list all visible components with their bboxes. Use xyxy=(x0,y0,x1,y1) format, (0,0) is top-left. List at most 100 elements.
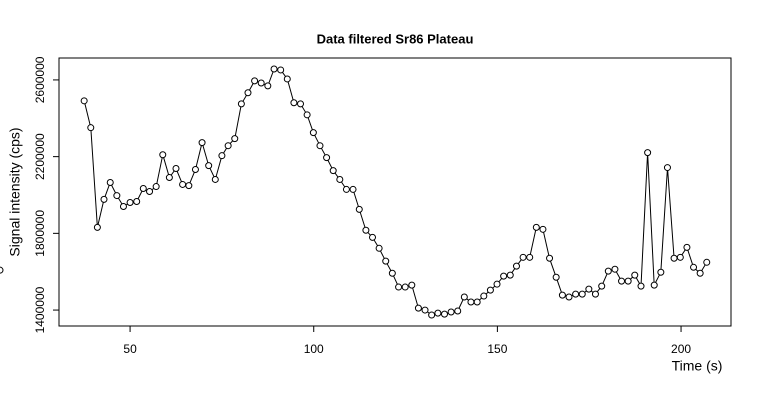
data-point xyxy=(572,290,580,298)
data-point xyxy=(644,149,652,157)
data-point xyxy=(211,175,219,183)
data-point xyxy=(172,165,180,173)
data-point xyxy=(382,257,390,265)
data-point xyxy=(329,167,337,175)
data-point xyxy=(93,223,101,231)
data-point xyxy=(224,142,232,150)
data-point xyxy=(500,272,508,280)
data-point xyxy=(519,253,527,261)
data-point xyxy=(532,223,540,231)
data-point xyxy=(152,183,160,191)
data-point xyxy=(342,185,350,193)
data-point xyxy=(663,164,671,172)
data-point xyxy=(395,283,403,291)
data-point xyxy=(598,282,606,290)
chart-title: Data filtered Sr86 Plateau xyxy=(317,31,474,46)
data-point xyxy=(133,198,141,206)
data-point xyxy=(303,111,311,119)
series-line xyxy=(83,68,708,316)
data-point xyxy=(611,265,619,273)
data-point xyxy=(676,253,684,261)
data-point xyxy=(493,280,501,288)
data-point xyxy=(460,293,468,301)
y-tick-label: 2600000 xyxy=(33,56,47,103)
data-point xyxy=(552,273,560,281)
data-point xyxy=(650,281,658,289)
data-point xyxy=(185,182,193,190)
data-point xyxy=(80,97,88,105)
data-point xyxy=(198,139,206,147)
data-point xyxy=(0,266,4,274)
data-point xyxy=(657,268,665,276)
data-point xyxy=(604,267,612,275)
data-point xyxy=(277,66,285,74)
data-point xyxy=(309,129,317,137)
data-point xyxy=(690,263,698,271)
data-point xyxy=(486,286,494,294)
data-point xyxy=(159,151,167,159)
data-point xyxy=(578,290,586,298)
y-axis-label: Signal intensity (cps) xyxy=(7,127,23,256)
data-point xyxy=(408,281,416,289)
data-point xyxy=(440,310,448,318)
data-point xyxy=(454,307,462,315)
data-point xyxy=(336,175,344,183)
data-point xyxy=(290,99,298,107)
data-point xyxy=(546,254,554,262)
data-point xyxy=(237,100,245,108)
data-point xyxy=(264,82,272,90)
data-point xyxy=(316,142,324,150)
data-point xyxy=(323,154,331,162)
x-axis-label: Time (s) xyxy=(672,358,723,374)
data-point xyxy=(369,233,377,241)
data-point xyxy=(618,277,626,285)
data-point xyxy=(100,195,108,203)
data-point xyxy=(624,277,632,285)
plot-frame xyxy=(58,57,732,327)
data-point xyxy=(251,77,259,85)
data-point xyxy=(414,304,422,312)
data-point xyxy=(585,285,593,293)
y-tick-label: 1400000 xyxy=(33,286,47,333)
data-point xyxy=(637,282,645,290)
data-point xyxy=(87,124,95,132)
data-point xyxy=(683,243,691,251)
data-point xyxy=(375,244,383,252)
data-point xyxy=(473,298,481,306)
data-point xyxy=(297,100,305,108)
data-point xyxy=(558,291,566,299)
data-point xyxy=(421,306,429,314)
data-point xyxy=(205,162,213,170)
data-point xyxy=(191,165,199,173)
data-point xyxy=(362,226,370,234)
x-tick-label: 50 xyxy=(123,342,137,356)
data-point xyxy=(126,198,134,206)
data-point xyxy=(349,185,357,193)
data-point xyxy=(512,262,520,270)
data-point xyxy=(283,75,291,83)
data-point xyxy=(165,174,173,182)
data-point xyxy=(119,202,127,210)
data-point xyxy=(231,135,239,143)
data-point xyxy=(146,188,154,196)
data-point xyxy=(434,309,442,317)
y-tick-label: 2200000 xyxy=(33,133,47,180)
data-point xyxy=(526,253,534,261)
data-point xyxy=(591,290,599,298)
y-tick-label: 1800000 xyxy=(33,210,47,257)
x-tick-label: 150 xyxy=(487,342,507,356)
data-point xyxy=(696,269,704,277)
data-point xyxy=(480,292,488,300)
data-point xyxy=(565,293,573,301)
data-point xyxy=(539,225,547,233)
data-point xyxy=(703,258,711,266)
data-point xyxy=(428,311,436,319)
data-point xyxy=(670,254,678,262)
data-point xyxy=(388,269,396,277)
data-point xyxy=(401,283,409,291)
x-tick-label: 200 xyxy=(671,342,691,356)
data-point xyxy=(106,179,114,187)
data-point xyxy=(218,152,226,160)
